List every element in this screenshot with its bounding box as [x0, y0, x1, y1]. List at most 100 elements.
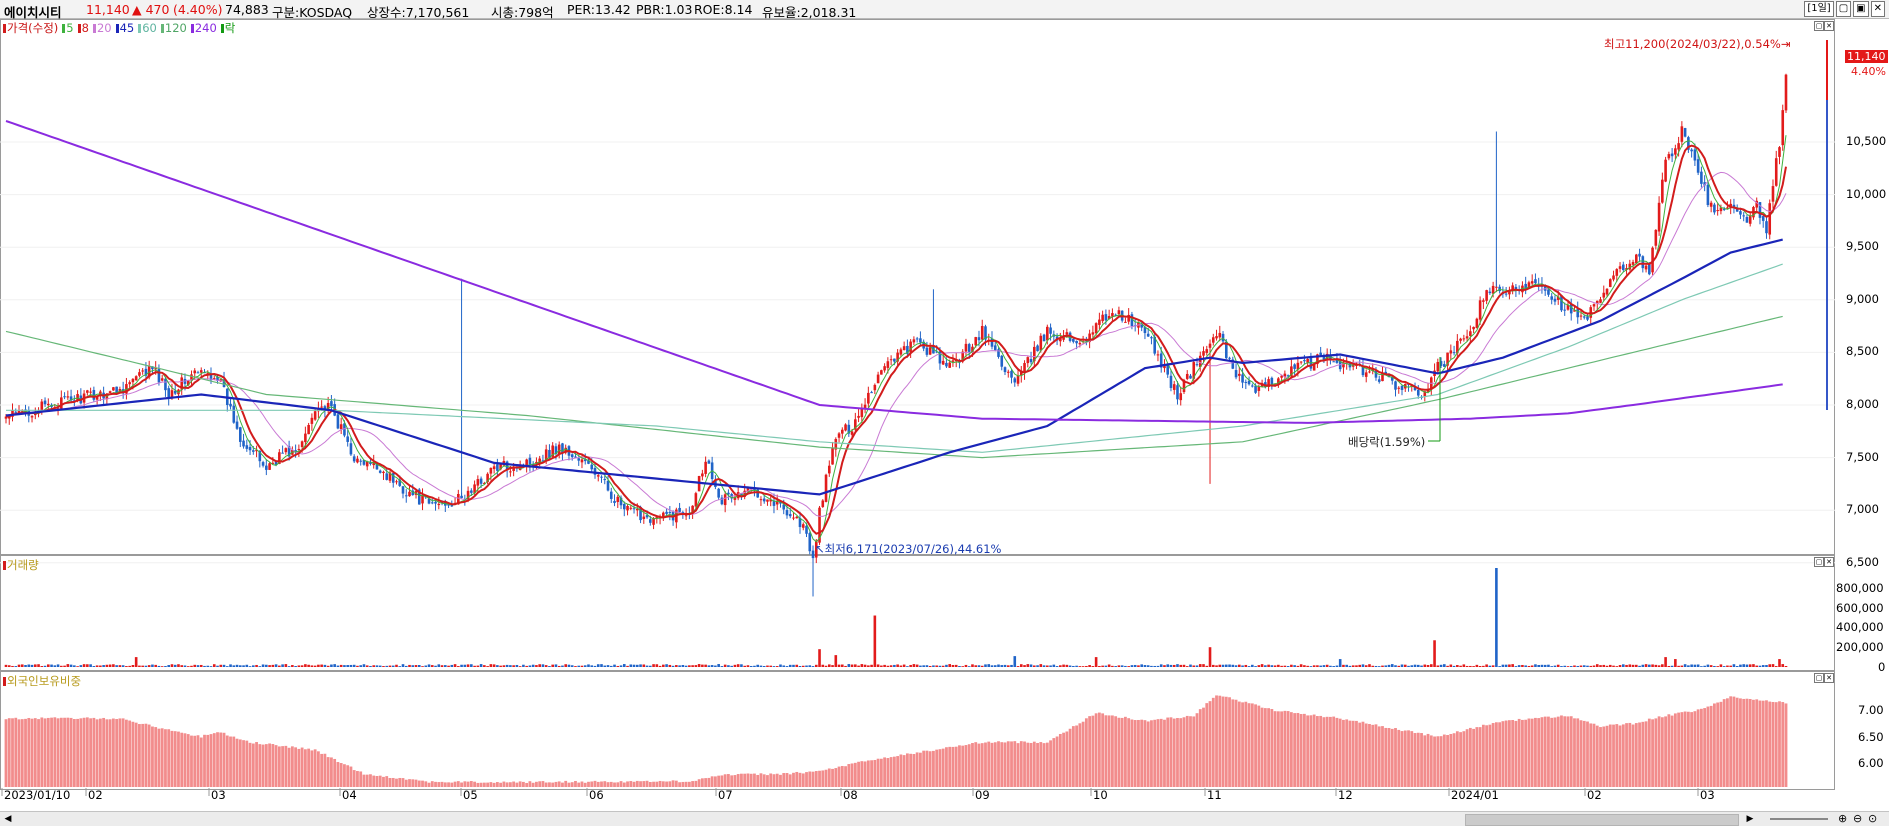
candle-body: [746, 487, 750, 492]
legend-volume[interactable]: 거래량: [3, 557, 39, 573]
horizontal-scrollbar[interactable]: ◀ ▶ ⊕ ⊖ ⊙: [0, 811, 1889, 826]
scroll-thumb[interactable]: [1465, 814, 1739, 826]
legend-drop[interactable]: 락: [220, 20, 235, 36]
volume-bar: [1439, 664, 1443, 667]
minimize-icon[interactable]: ▢: [1835, 1, 1852, 17]
foreign-bar: [1068, 728, 1072, 787]
volume-bar: [1101, 665, 1104, 667]
foreign-bar: [857, 761, 860, 787]
volume-bar: [1143, 665, 1147, 667]
scroll-right-button[interactable]: ▶: [1746, 814, 1754, 824]
volume-bar: [1260, 664, 1264, 667]
foreign-bar: [779, 774, 782, 787]
candle-body: [1709, 202, 1713, 207]
volume-bar: [1006, 665, 1010, 667]
candle-body: [622, 503, 626, 510]
close-icon[interactable]: ✕: [1870, 1, 1885, 17]
foreign-bar: [1368, 723, 1371, 787]
volume-bar: [356, 665, 359, 667]
candle-body: [609, 491, 613, 499]
volume-bar: [7, 665, 11, 667]
legend-ma120[interactable]: 120: [160, 21, 187, 35]
foreign-bar: [577, 782, 581, 787]
volume-panel[interactable]: [0, 555, 1835, 671]
market-cap: 시총:798억: [491, 5, 554, 20]
volume-panel-max-icon[interactable]: ▢: [1814, 557, 1824, 567]
x-tick-label: 02: [88, 788, 103, 802]
candle-body: [1277, 378, 1280, 385]
legend-ma5[interactable]: 5: [62, 21, 74, 35]
volume-bar: [339, 664, 343, 667]
foreign-bar: [850, 763, 854, 787]
candle-body: [1228, 357, 1231, 359]
candle-body: [349, 443, 353, 455]
legend-price[interactable]: 가격(수정): [3, 20, 58, 36]
legend-ma60[interactable]: 60: [138, 21, 157, 35]
legend-ma8[interactable]: 8: [77, 21, 89, 35]
candle-body: [1163, 365, 1166, 369]
scroll-left-button[interactable]: ◀: [4, 814, 12, 824]
volume-bar: [1202, 664, 1205, 667]
legend-ma240[interactable]: 240: [190, 21, 217, 35]
volume-bar: [1234, 665, 1238, 667]
candle-body: [544, 449, 548, 461]
volume-bar: [1182, 664, 1186, 667]
volume-bar: [17, 664, 21, 667]
foreign-bar: [853, 762, 857, 787]
price-panel-close-icon[interactable]: ✕: [1824, 21, 1834, 31]
volume-bar: [1254, 666, 1257, 667]
candle-body: [1306, 358, 1309, 363]
legend-foreign[interactable]: 외국인보유비중: [3, 673, 81, 689]
volume-bar: [271, 664, 275, 667]
candle-body: [1046, 326, 1049, 341]
volume-bar: [1299, 664, 1303, 667]
candle-body: [948, 362, 951, 368]
candle-body: [1390, 376, 1394, 381]
volume-bar: [808, 665, 812, 667]
foreign-bar: [1735, 697, 1739, 787]
foreign-bar: [1576, 718, 1580, 787]
price-panel-max-icon[interactable]: ▢: [1814, 21, 1824, 31]
zoom-slider[interactable]: [1770, 818, 1828, 820]
volume-bar: [79, 665, 83, 667]
volume-bar: [1605, 665, 1609, 667]
foreign-bar: [56, 718, 60, 787]
volume-bar: [167, 665, 171, 667]
volume-bar: [1078, 666, 1082, 667]
foreign-bar: [1664, 716, 1667, 787]
foreign-bar: [1215, 695, 1218, 787]
foreign-bar: [1390, 728, 1394, 787]
volume-bar: [258, 666, 262, 667]
legend-ma45[interactable]: 45: [115, 21, 134, 35]
foreign-panel-close-icon[interactable]: ✕: [1824, 673, 1834, 683]
volume-panel-close-icon[interactable]: ✕: [1824, 557, 1834, 567]
foreign-bar: [958, 745, 961, 787]
zoom-reset-icon[interactable]: ⊙: [1868, 812, 1878, 825]
candle-body: [1641, 256, 1645, 269]
volume-bar: [1335, 665, 1339, 667]
volume-bar: [151, 664, 154, 667]
foreign-bar: [1338, 718, 1342, 787]
candle-body: [1781, 110, 1785, 146]
legend-ma20[interactable]: 20: [92, 21, 112, 35]
volume-bar: [333, 664, 336, 667]
zoom-out-icon[interactable]: ⊖: [1853, 812, 1863, 825]
volume-bar: [1644, 664, 1648, 667]
candle-body: [551, 445, 554, 457]
volume-bar: [278, 665, 281, 667]
candle-body: [896, 352, 899, 362]
volume-bar: [964, 664, 968, 667]
foreign-bar: [177, 731, 180, 787]
volume-bar: [43, 665, 47, 667]
foreign-panel-max-icon[interactable]: ▢: [1814, 673, 1824, 683]
candle-body: [655, 516, 659, 519]
candle-body: [222, 379, 226, 388]
foreign-bar: [294, 747, 298, 787]
zoom-in-icon[interactable]: ⊕: [1838, 812, 1848, 825]
restore-icon[interactable]: ▣: [1853, 1, 1869, 17]
foreign-bar: [349, 766, 353, 787]
foreign-bar: [1052, 738, 1056, 787]
period-button[interactable]: [1일]: [1804, 1, 1834, 17]
candle-body: [1192, 362, 1196, 379]
candle-body: [1599, 299, 1602, 303]
